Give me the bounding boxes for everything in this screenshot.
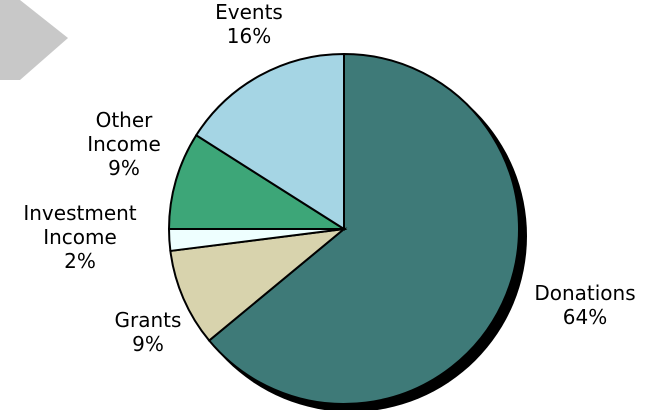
pie-label-text: Other xyxy=(96,108,154,132)
pie-slice-events xyxy=(194,52,345,231)
pie-label-investment-income: Investment Income 2% xyxy=(23,201,136,273)
gray-arrow-shape xyxy=(0,0,68,80)
pie-label-text: Income xyxy=(43,225,117,249)
pie-label-other-income: Other Income 9% xyxy=(87,108,161,180)
pie-slices xyxy=(167,52,520,405)
pie-label-percent: 2% xyxy=(64,249,96,273)
pie-slice-other-income xyxy=(167,133,348,230)
pie-label-text: Investment xyxy=(23,201,136,225)
pie-label-percent: 64% xyxy=(563,305,607,329)
pie-slice-donations xyxy=(207,52,520,405)
pie-label-events: Events 16% xyxy=(215,0,283,48)
pie-label-percent: 9% xyxy=(108,156,140,180)
pie-labels: Donations 64%Grants 9%Investment Income 2%Ot… xyxy=(23,0,635,356)
pie-label-text: Donations xyxy=(534,281,635,305)
pie-label-percent: 9% xyxy=(132,332,164,356)
pie-label-donations: Donations 64% xyxy=(534,281,635,329)
pie-label-text: Grants xyxy=(115,308,182,332)
pie-slice-grants xyxy=(169,227,348,342)
pie-label-text: Income xyxy=(87,132,161,156)
pie-label-grants: Grants 9% xyxy=(115,308,182,356)
pie-label-text: Events xyxy=(215,0,283,24)
pie-label-percent: 16% xyxy=(227,24,271,48)
